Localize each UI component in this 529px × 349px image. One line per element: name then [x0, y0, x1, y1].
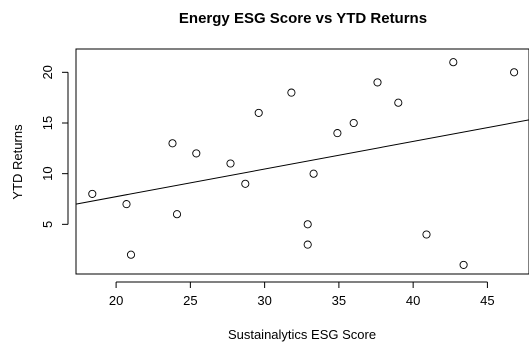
x-tick-label: 45 — [480, 293, 494, 308]
data-point — [423, 231, 430, 238]
y-tick-label: 5 — [40, 221, 55, 228]
data-point — [395, 99, 402, 106]
y-axis-label: YTD Returns — [10, 124, 25, 200]
data-point — [242, 180, 249, 187]
data-points — [89, 59, 518, 269]
data-point — [450, 59, 457, 66]
data-point — [460, 261, 467, 268]
data-point — [310, 170, 317, 177]
data-point — [374, 79, 381, 86]
y-tick-label: 20 — [40, 65, 55, 79]
x-tick-label: 40 — [406, 293, 420, 308]
y-tick-label: 10 — [40, 166, 55, 180]
x-tick-label: 30 — [257, 293, 271, 308]
data-point — [123, 201, 130, 208]
data-point — [510, 69, 517, 76]
trend-line — [76, 120, 529, 204]
chart-title: Energy ESG Score vs YTD Returns — [179, 10, 427, 27]
data-point — [304, 241, 311, 248]
x-axis: 20 25 30 35 40 45 — [109, 282, 495, 308]
data-point — [173, 211, 180, 218]
data-point — [255, 109, 262, 116]
data-point — [193, 150, 200, 157]
data-point — [169, 140, 176, 147]
data-point — [334, 130, 341, 137]
x-tick-label: 25 — [183, 293, 197, 308]
data-point — [89, 190, 96, 197]
x-tick-label: 35 — [332, 293, 346, 308]
data-point — [227, 160, 234, 167]
data-point — [350, 119, 357, 126]
data-point — [288, 89, 295, 96]
data-point — [304, 221, 311, 228]
y-axis: 5 10 15 20 — [40, 65, 68, 228]
x-axis-label: Sustainalytics ESG Score — [228, 327, 376, 342]
x-tick-label: 20 — [109, 293, 123, 308]
data-point — [127, 251, 134, 258]
y-tick-label: 15 — [40, 116, 55, 130]
